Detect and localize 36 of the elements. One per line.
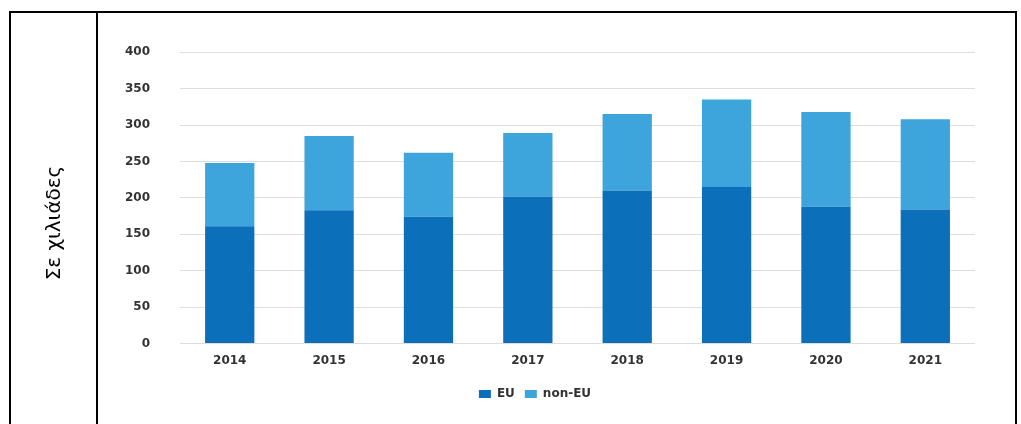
y-tick-label: 400 [124,44,151,59]
y-tick-label: 300 [124,117,151,132]
bar [602,114,652,191]
y-tick-label: 150 [124,226,151,241]
x-tick-label: 2018 [610,352,644,367]
bar [403,216,454,344]
legend-label: non-EU [542,386,592,401]
x-tick-label: 2014 [213,352,247,367]
bar [205,226,255,344]
bar [503,133,553,197]
bar [503,196,553,344]
bar [205,162,255,227]
x-tick-label: 2021 [908,352,943,367]
bar [304,135,354,211]
bar [801,111,851,207]
bar [701,99,752,187]
x-tick-label: 2020 [809,352,843,367]
x-tick-label: 2015 [312,352,346,367]
y-tick-label: 50 [133,299,151,314]
bar [900,209,950,344]
bar [403,152,454,217]
x-tick-label: 2016 [411,352,446,367]
y-axis-title: Σε χιλιάδες [41,165,66,281]
bar [602,190,652,344]
y-tick-label: 250 [124,153,151,168]
y-tick-label: 100 [124,262,151,277]
y-tick-label: 0 [141,335,151,350]
y-tick-label: 350 [124,80,151,95]
bar [701,186,752,344]
x-tick-label: 2019 [709,352,744,367]
y-tick-label: 200 [124,190,151,205]
bar [801,206,851,344]
bar [900,119,950,210]
x-tick-label: 2017 [511,352,545,367]
legend-label: EU [496,386,515,401]
bar [304,210,354,344]
